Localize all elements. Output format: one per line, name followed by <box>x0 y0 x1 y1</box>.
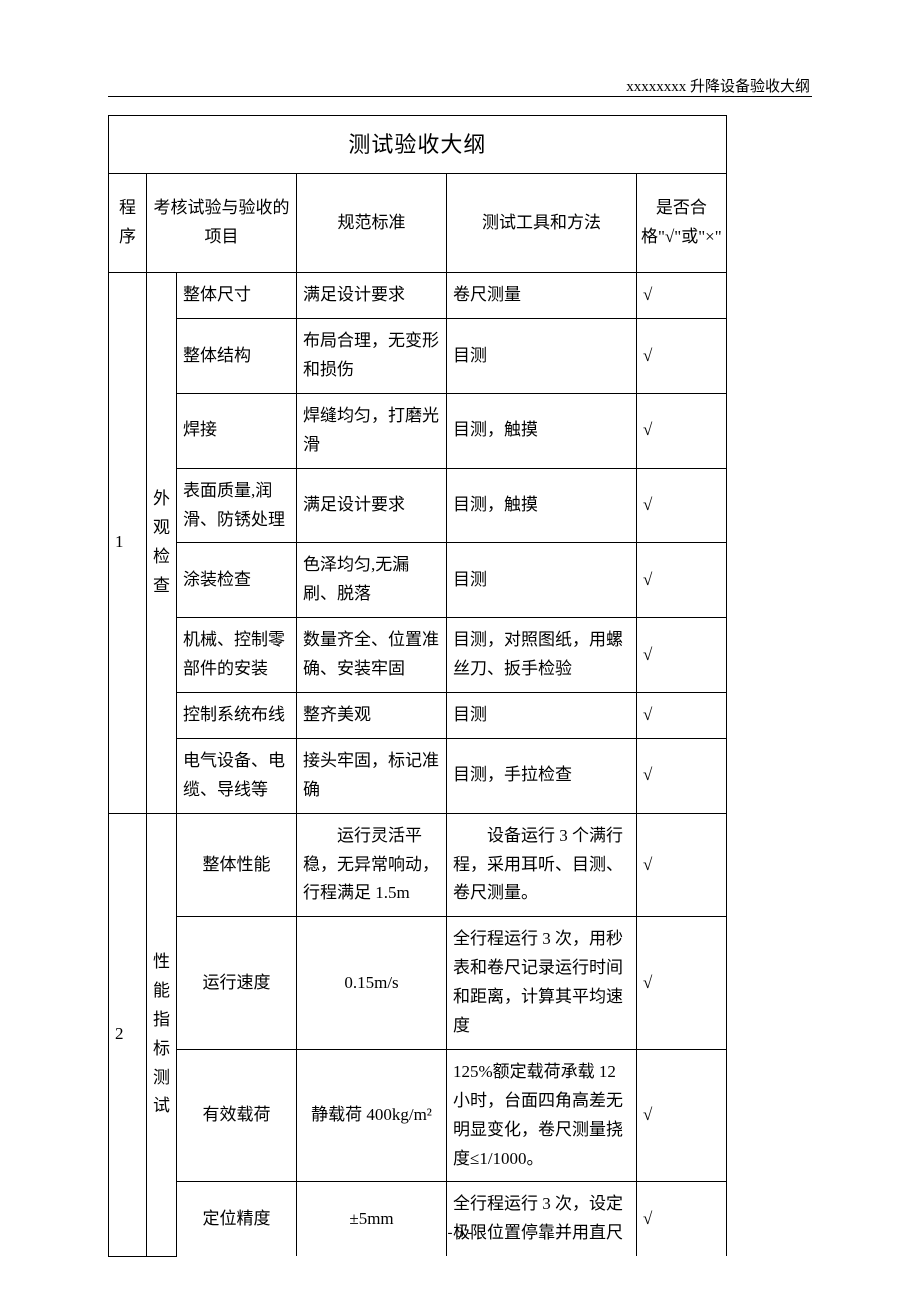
method-cell: 卷尺测量 <box>447 273 637 319</box>
table-row: 运行速度 0.15m/s 全行程运行 3 次，用秒表和卷尺记录运行时间和距离，计… <box>109 917 727 1050</box>
item-cell: 运行速度 <box>177 917 297 1050</box>
table-header-row: 程序 考核试验与验收的项目 规范标准 测试工具和方法 是否合格"√"或"×" <box>109 174 727 273</box>
std-cell: ±5mm <box>297 1182 447 1256</box>
method-cell: 全行程运行 3 次，设定极限位置停靠并用直尺 <box>447 1182 637 1256</box>
item-cell: 控制系统布线 <box>177 692 297 738</box>
std-cell: 运行灵活平稳，无异常响动，行程满足 1.5m <box>297 813 447 917</box>
item-cell: 定位精度 <box>177 1182 297 1256</box>
table-row: 整体结构 布局合理，无变形和损伤 目测 √ <box>109 319 727 394</box>
table-row: 2 性能指标测试 整体性能 运行灵活平稳，无异常响动，行程满足 1.5m 设备运… <box>109 813 727 917</box>
col-header-item: 考核试验与验收的项目 <box>147 174 297 273</box>
result-cell: √ <box>637 468 727 543</box>
item-cell: 整体结构 <box>177 319 297 394</box>
item-cell: 机械、控制零部件的安装 <box>177 618 297 693</box>
item-cell: 电气设备、电缆、导线等 <box>177 738 297 813</box>
seq-cell: 1 <box>109 273 147 813</box>
result-cell: √ <box>637 273 727 319</box>
table-row: 电气设备、电缆、导线等 接头牢固，标记准确 目测，手拉检查 √ <box>109 738 727 813</box>
method-cell: 目测，对照图纸，用螺丝刀、扳手检验 <box>447 618 637 693</box>
item-cell: 焊接 <box>177 393 297 468</box>
table-row: 有效载荷 静载荷 400kg/m² 125%额定载荷承载 12 小时，台面四角高… <box>109 1049 727 1182</box>
item-cell: 整体性能 <box>177 813 297 917</box>
method-cell: 目测 <box>447 319 637 394</box>
std-cell: 0.15m/s <box>297 917 447 1050</box>
category-cell: 性能指标测试 <box>147 813 177 1256</box>
std-cell: 布局合理，无变形和损伤 <box>297 319 447 394</box>
std-cell: 数量齐全、位置准确、安装牢固 <box>297 618 447 693</box>
method-cell: 设备运行 3 个满行程，采用耳听、目测、卷尺测量。 <box>447 813 637 917</box>
table-row: 机械、控制零部件的安装 数量齐全、位置准确、安装牢固 目测，对照图纸，用螺丝刀、… <box>109 618 727 693</box>
col-header-method: 测试工具和方法 <box>447 174 637 273</box>
std-cell: 色泽均匀,无漏刷、脱落 <box>297 543 447 618</box>
result-cell: √ <box>637 543 727 618</box>
table-row: 表面质量,润滑、防锈处理 满足设计要求 目测，触摸 √ <box>109 468 727 543</box>
table-row: 控制系统布线 整齐美观 目测 √ <box>109 692 727 738</box>
table-title: 测试验收大纲 <box>109 116 727 174</box>
result-cell: √ <box>637 738 727 813</box>
page-header: xxxxxxxx 升降设备验收大纲 <box>626 75 810 96</box>
table-row: 焊接 焊缝均匀，打磨光滑 目测，触摸 √ <box>109 393 727 468</box>
result-cell: √ <box>637 692 727 738</box>
table-row: 涂装检查 色泽均匀,无漏刷、脱落 目测 √ <box>109 543 727 618</box>
method-cell: 全行程运行 3 次，用秒表和卷尺记录运行时间和距离，计算其平均速度 <box>447 917 637 1050</box>
result-cell: √ <box>637 1182 727 1256</box>
std-cell: 接头牢固，标记准确 <box>297 738 447 813</box>
std-cell: 整齐美观 <box>297 692 447 738</box>
std-cell: 满足设计要求 <box>297 468 447 543</box>
item-cell: 整体尺寸 <box>177 273 297 319</box>
table-row: 1 外观检查 整体尺寸 满足设计要求 卷尺测量 √ <box>109 273 727 319</box>
acceptance-table: 测试验收大纲 程序 考核试验与验收的项目 规范标准 测试工具和方法 是否合格"√… <box>108 115 727 1257</box>
col-header-result: 是否合格"√"或"×" <box>637 174 727 273</box>
item-cell: 有效载荷 <box>177 1049 297 1182</box>
col-header-std: 规范标准 <box>297 174 447 273</box>
method-cell: 目测，触摸 <box>447 468 637 543</box>
result-cell: √ <box>637 618 727 693</box>
item-cell: 表面质量,润滑、防锈处理 <box>177 468 297 543</box>
result-cell: √ <box>637 917 727 1050</box>
method-cell: 目测 <box>447 692 637 738</box>
result-cell: √ <box>637 813 727 917</box>
result-cell: √ <box>637 393 727 468</box>
method-cell: 125%额定载荷承载 12 小时，台面四角高差无明显变化，卷尺测量挠度≤1/10… <box>447 1049 637 1182</box>
table-row: 定位精度 ±5mm 全行程运行 3 次，设定极限位置停靠并用直尺 √ <box>109 1182 727 1256</box>
result-cell: √ <box>637 1049 727 1182</box>
std-cell: 满足设计要求 <box>297 273 447 319</box>
method-cell: 目测，触摸 <box>447 393 637 468</box>
seq-cell: 2 <box>109 813 147 1256</box>
method-cell: 目测 <box>447 543 637 618</box>
table-title-row: 测试验收大纲 <box>109 116 727 174</box>
category-cell: 外观检查 <box>147 273 177 813</box>
std-cell: 静载荷 400kg/m² <box>297 1049 447 1182</box>
page-number: - 3 - <box>0 1225 920 1242</box>
method-cell: 目测，手拉检查 <box>447 738 637 813</box>
header-rule <box>108 96 812 97</box>
col-header-seq: 程序 <box>109 174 147 273</box>
item-cell: 涂装检查 <box>177 543 297 618</box>
result-cell: √ <box>637 319 727 394</box>
std-cell: 焊缝均匀，打磨光滑 <box>297 393 447 468</box>
